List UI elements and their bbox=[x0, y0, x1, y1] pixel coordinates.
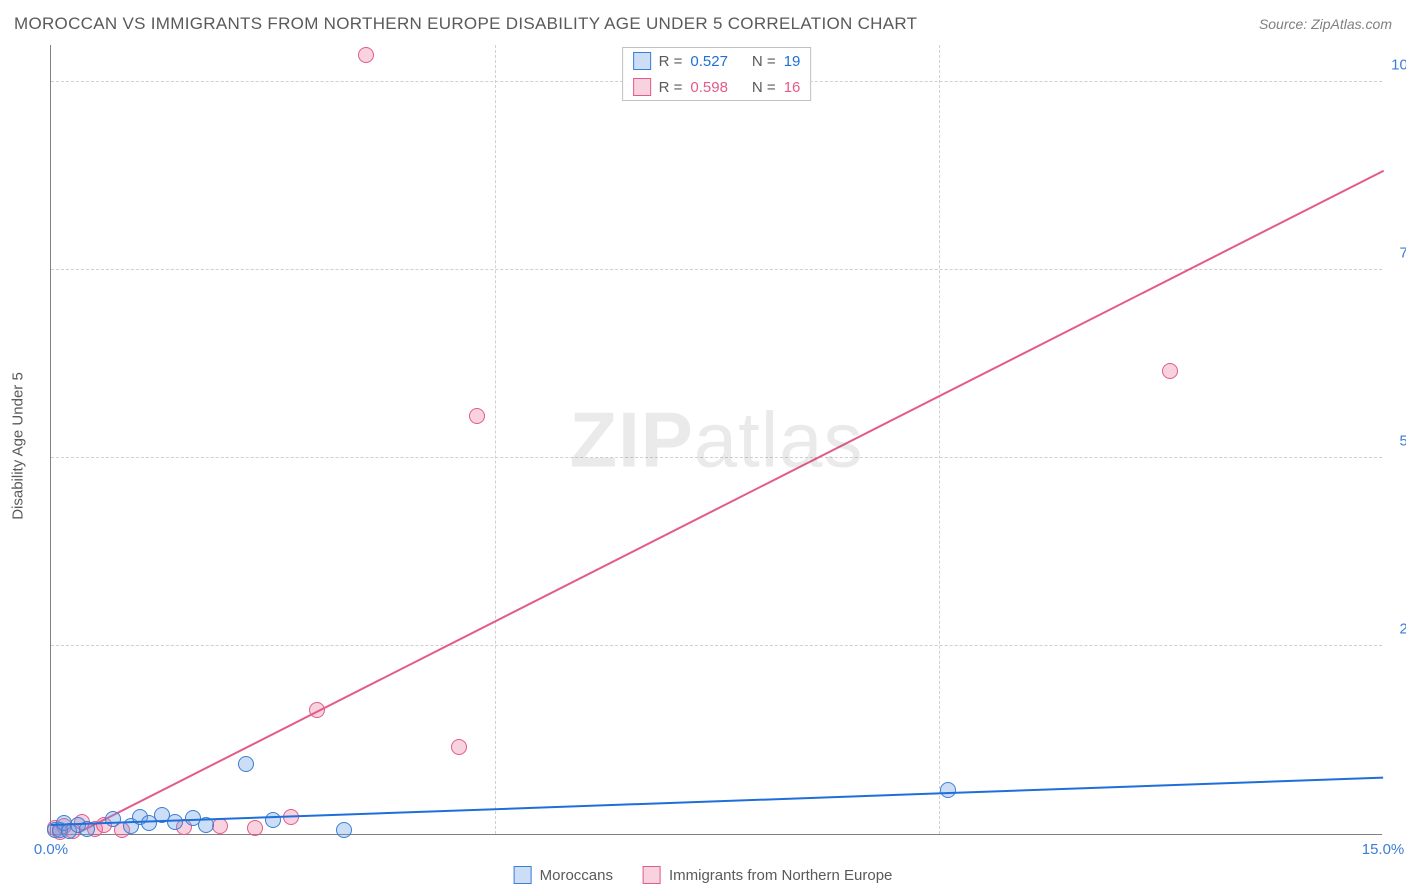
data-point-blue bbox=[336, 822, 352, 838]
legend-item-pink: Immigrants from Northern Europe bbox=[643, 866, 892, 884]
r-value-blue: 0.527 bbox=[690, 53, 728, 70]
data-point-blue bbox=[265, 812, 281, 828]
source-attribution: Source: ZipAtlas.com bbox=[1259, 16, 1392, 32]
legend-label-blue: Moroccans bbox=[540, 867, 613, 884]
x-tick-label: 0.0% bbox=[34, 841, 68, 858]
source-name: ZipAtlas.com bbox=[1311, 16, 1392, 32]
grid-line-horizontal bbox=[51, 269, 1382, 270]
grid-line-horizontal bbox=[51, 457, 1382, 458]
data-point-blue bbox=[940, 782, 956, 798]
grid-line-vertical bbox=[939, 45, 940, 834]
x-tick-label: 15.0% bbox=[1362, 841, 1405, 858]
data-point-pink bbox=[247, 820, 263, 836]
bottom-legend: Moroccans Immigrants from Northern Europ… bbox=[514, 866, 893, 884]
r-label: R = bbox=[659, 79, 683, 96]
data-point-pink bbox=[1162, 363, 1178, 379]
chart-header: MOROCCAN VS IMMIGRANTS FROM NORTHERN EUR… bbox=[0, 0, 1406, 40]
grid-line-horizontal bbox=[51, 645, 1382, 646]
data-point-blue bbox=[167, 814, 183, 830]
n-value-pink: 16 bbox=[784, 79, 801, 96]
grid-line-vertical bbox=[495, 45, 496, 834]
data-point-blue bbox=[238, 756, 254, 772]
data-point-pink bbox=[358, 47, 374, 63]
data-point-pink bbox=[451, 739, 467, 755]
source-prefix: Source: bbox=[1259, 16, 1311, 32]
legend-item-blue: Moroccans bbox=[514, 866, 613, 884]
n-label: N = bbox=[752, 79, 776, 96]
n-label: N = bbox=[752, 53, 776, 70]
stats-row-blue: R = 0.527 N = 19 bbox=[623, 48, 811, 74]
data-point-pink bbox=[469, 408, 485, 424]
watermark: ZIPatlas bbox=[569, 394, 863, 485]
swatch-blue-icon bbox=[633, 52, 651, 70]
chart-title: MOROCCAN VS IMMIGRANTS FROM NORTHERN EUR… bbox=[14, 14, 917, 34]
swatch-pink-icon bbox=[633, 78, 651, 96]
stats-legend: R = 0.527 N = 19 R = 0.598 N = 16 bbox=[622, 47, 812, 101]
y-tick-label: 75.0% bbox=[1387, 244, 1406, 261]
swatch-pink-icon bbox=[643, 866, 661, 884]
y-tick-label: 100.0% bbox=[1387, 56, 1406, 73]
r-value-pink: 0.598 bbox=[690, 79, 728, 96]
y-axis-label: Disability Age Under 5 bbox=[10, 372, 27, 520]
r-label: R = bbox=[659, 53, 683, 70]
watermark-rest: atlas bbox=[694, 395, 864, 483]
swatch-blue-icon bbox=[514, 866, 532, 884]
n-value-blue: 19 bbox=[784, 53, 801, 70]
trend-line-blue bbox=[51, 777, 1383, 826]
data-point-blue bbox=[105, 811, 121, 827]
stats-row-pink: R = 0.598 N = 16 bbox=[623, 74, 811, 100]
y-tick-label: 25.0% bbox=[1387, 620, 1406, 637]
watermark-bold: ZIP bbox=[569, 395, 693, 483]
plot-area: ZIPatlas R = 0.527 N = 19 R = 0.598 N = … bbox=[50, 45, 1382, 835]
y-tick-label: 50.0% bbox=[1387, 432, 1406, 449]
legend-label-pink: Immigrants from Northern Europe bbox=[669, 867, 892, 884]
